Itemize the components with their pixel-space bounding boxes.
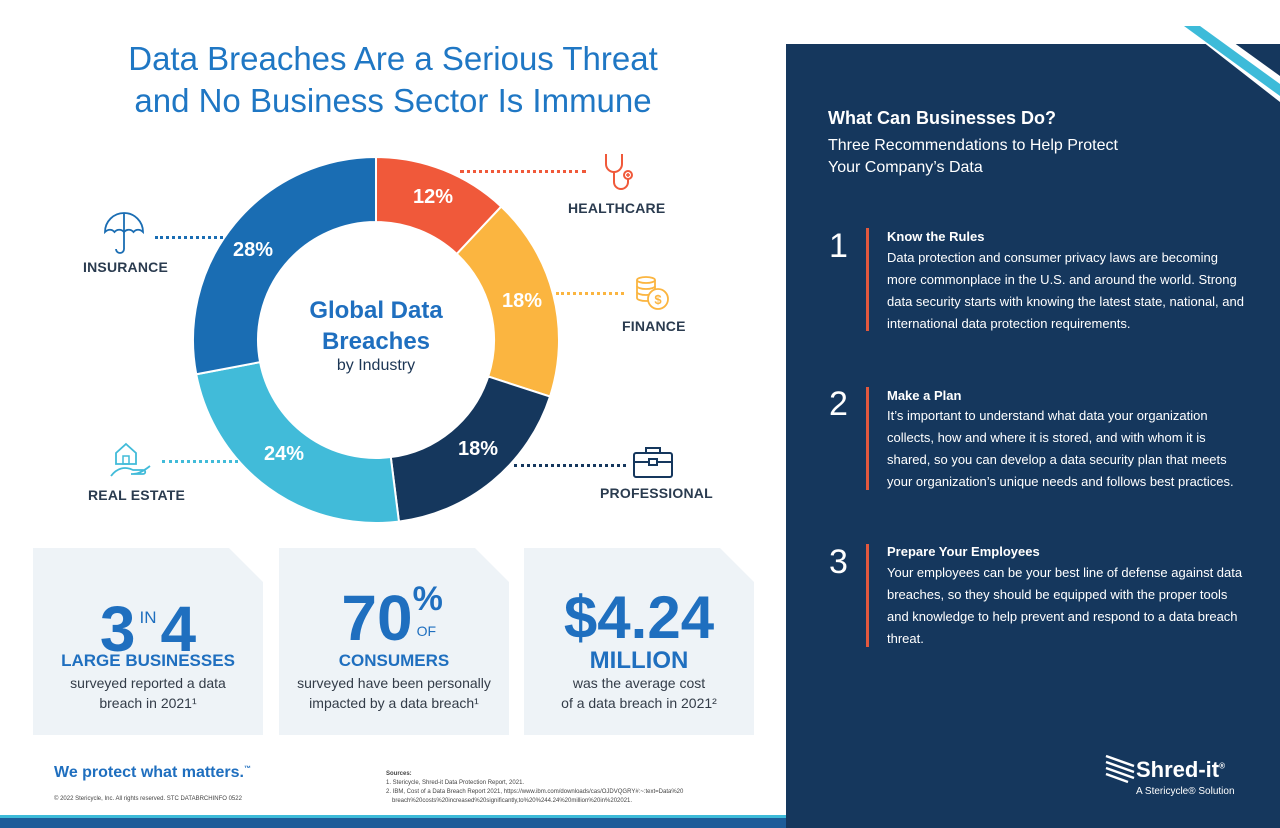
rec-title-1: Know the Rules <box>887 229 985 244</box>
pct-label-insurance: 28% <box>232 239 274 261</box>
stat-description: surveyed reported a data breach in 2021¹ <box>70 675 226 711</box>
brand-logo-name: Shred-it® <box>1136 757 1226 782</box>
slice-insurance <box>192 155 377 376</box>
industry-label-professional: PROFESSIONAL <box>600 485 713 501</box>
pct-label-real-estate: 24% <box>263 443 305 465</box>
recommendations-subheading: Three Recommendations to Help Protect Yo… <box>828 137 1118 176</box>
donut-chart-svg <box>192 155 560 524</box>
rec-accent-bar-3 <box>866 544 869 647</box>
house-hand-icon <box>110 442 151 477</box>
stethoscope-icon <box>605 154 633 190</box>
stat-card-consumers: 70% OF CONSUMERS surveyed have been perso… <box>279 548 509 735</box>
brand-logo-subtitle: A Stericycle® Solution <box>1136 786 1235 797</box>
shred-lines-icon <box>1105 754 1135 784</box>
stat-card-large-businesses: 3 IN4 LARGE BUSINESSES surveyed reported … <box>33 548 263 735</box>
pct-label-professional: 18% <box>457 438 499 460</box>
connector-finance <box>556 292 624 295</box>
stat-label: CONSUMERS <box>338 651 450 670</box>
connector-real-estate <box>162 460 238 463</box>
stat-card-average-cost: $4.24 MILLION was the average cost of a … <box>524 548 754 735</box>
corner-accent-stripes <box>1180 24 1280 102</box>
umbrella-icon <box>104 212 144 254</box>
coins-dollar-icon: $ <box>636 276 669 310</box>
connector-professional <box>514 464 626 467</box>
connector-insurance <box>155 236 223 239</box>
stat-label: MILLION <box>589 647 689 674</box>
rec-number-2: 2 <box>829 385 848 423</box>
stat-label: LARGE BUSINESSES <box>61 651 235 670</box>
svg-text:$: $ <box>654 292 662 307</box>
stat-big-number: 70% OF <box>341 580 443 654</box>
pct-label-finance: 18% <box>501 290 543 312</box>
industry-label-real-estate: REAL ESTATE <box>88 487 186 503</box>
industry-label-finance: FINANCE <box>622 318 686 334</box>
bottom-accent-stripe <box>0 815 786 818</box>
connector-healthcare <box>460 170 586 173</box>
chart-center-title: Global Data Breaches <box>309 297 443 355</box>
chart-center-subtitle: by Industry <box>336 357 416 374</box>
briefcase-icon <box>633 447 673 478</box>
copyright: © 2022 Stericycle, Inc. All rights reser… <box>54 796 242 802</box>
rec-title-3: Prepare Your Employees <box>887 544 1040 559</box>
pct-label-healthcare: 12% <box>412 186 454 208</box>
rec-body-2: It’s important to understand what data y… <box>887 408 1234 489</box>
sources: Sources: 1. Stericycle, Shred-it Data Pr… <box>386 771 684 804</box>
stat-big-number: 3 IN4 <box>99 593 197 665</box>
rec-title-2: Make a Plan <box>887 388 962 403</box>
stat-big-number: $4.24 <box>563 584 715 651</box>
rec-body-1: Data protection and consumer privacy law… <box>887 250 1244 331</box>
recommendations-heading: What Can Businesses Do? <box>828 108 1057 128</box>
rec-accent-bar-2 <box>866 387 869 490</box>
bottom-stripe <box>0 818 786 828</box>
rec-number-3: 3 <box>829 543 848 581</box>
industry-label-insurance: INSURANCE <box>83 259 169 275</box>
tagline: We protect what matters.™ <box>54 764 251 781</box>
rec-body-3: Your employees can be your best line of … <box>887 565 1243 646</box>
industry-label-healthcare: HEALTHCARE <box>568 200 666 216</box>
rec-number-1: 1 <box>829 227 848 265</box>
slice-real-estate <box>195 360 401 524</box>
stat-description: was the average cost of a data breach in… <box>561 675 717 711</box>
stat-description: surveyed have been personally impacted b… <box>297 675 491 711</box>
donut-chart <box>192 155 560 524</box>
page-title: Data Breaches Are a Serious Threat and N… <box>128 40 658 119</box>
rec-accent-bar-1 <box>866 228 869 331</box>
